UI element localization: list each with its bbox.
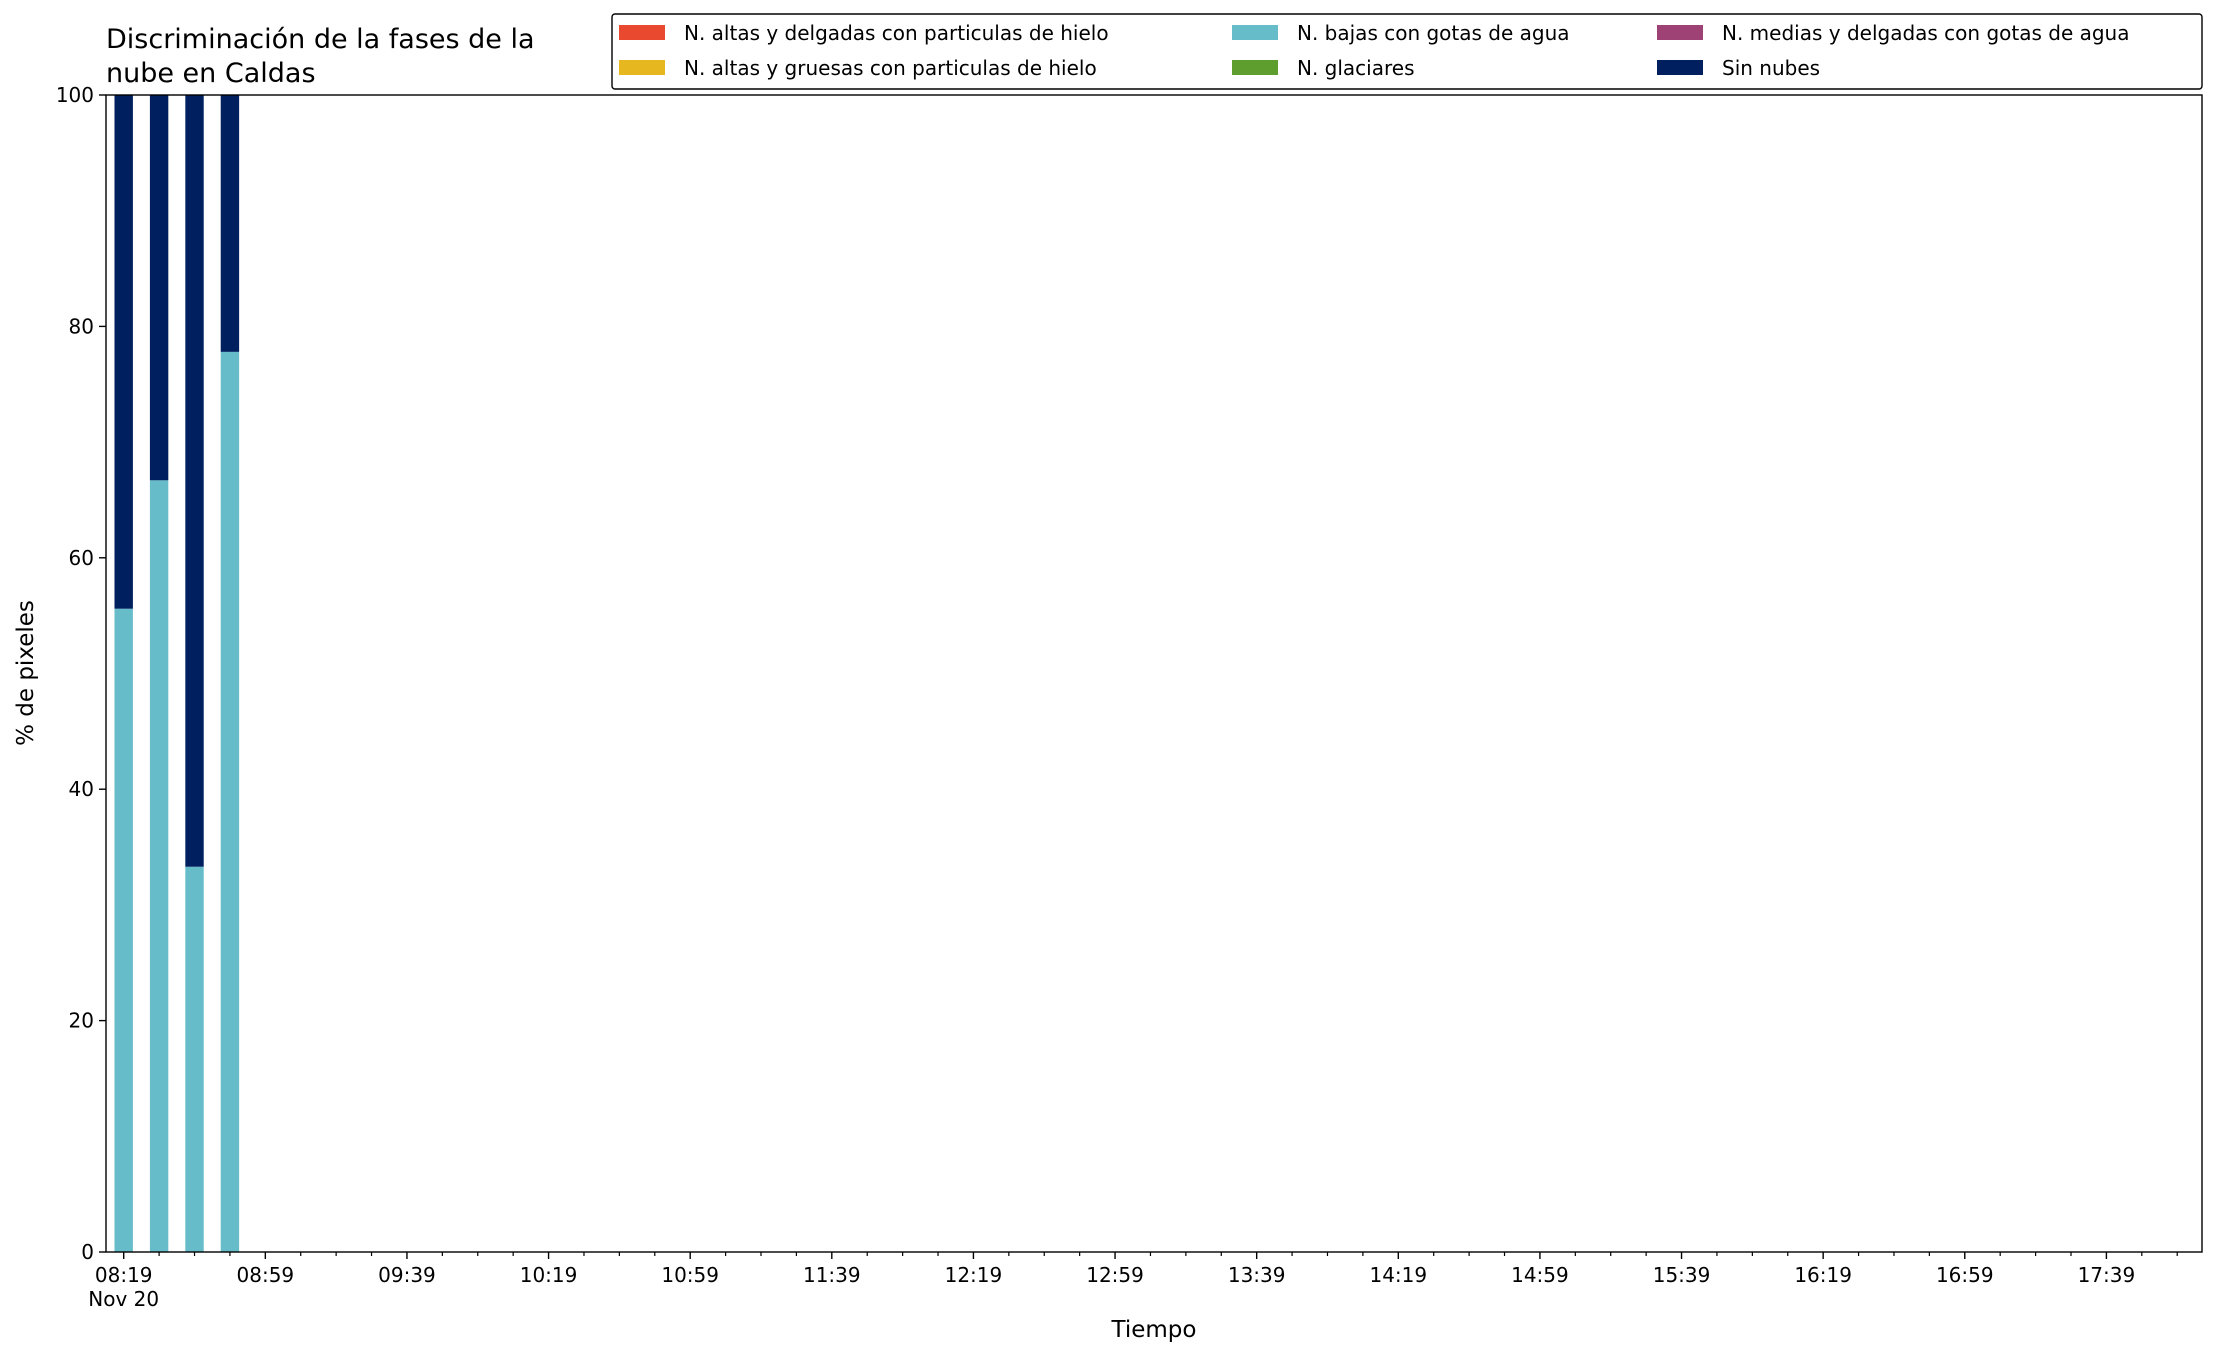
- x-tick-label: 12:19: [945, 1263, 1003, 1287]
- x-tick-label: 08:59: [237, 1263, 295, 1287]
- chart-title: Discriminación de la fases de la: [106, 24, 535, 55]
- y-tick-label: 40: [69, 777, 94, 801]
- legend-swatch: [1232, 25, 1278, 40]
- legend-label: N. altas y gruesas con particulas de hie…: [684, 56, 1097, 80]
- x-tick-label: 14:59: [1511, 1263, 1569, 1287]
- bar-segment: [185, 866, 204, 1252]
- x-tick-label: 12:59: [1086, 1263, 1144, 1287]
- bar-segment: [220, 95, 240, 352]
- y-axis-label: % de pixeles: [13, 600, 39, 746]
- x-axis-label: Tiempo: [1111, 1317, 1197, 1343]
- x-date-label: Nov 20: [88, 1287, 159, 1311]
- bar-segment: [185, 95, 204, 867]
- legend-swatch: [619, 60, 665, 75]
- bar-segment: [149, 95, 169, 481]
- legend-swatch: [1657, 25, 1703, 40]
- x-tick-label: 15:39: [1653, 1263, 1711, 1287]
- chart-title: nube en Caldas: [106, 58, 316, 89]
- x-tick-label: 16:19: [1794, 1263, 1852, 1287]
- legend-swatch: [1232, 60, 1278, 75]
- legend-swatch: [1657, 60, 1703, 75]
- y-tick-label: 60: [69, 546, 94, 570]
- bar-segment: [149, 480, 169, 1252]
- legend-label: N. bajas con gotas de agua: [1297, 21, 1570, 45]
- x-tick-label: 16:59: [1936, 1263, 1994, 1287]
- x-tick-label: 10:19: [520, 1263, 578, 1287]
- y-tick-label: 100: [56, 83, 94, 107]
- x-tick-label: 09:39: [378, 1263, 436, 1287]
- plot-frame: [105, 94, 2203, 1253]
- legend-label: N. altas y delgadas con particulas de hi…: [684, 21, 1109, 45]
- x-tick-label: 08:19: [95, 1263, 153, 1287]
- legend-box: [611, 13, 2203, 90]
- bar-segment: [220, 351, 240, 1252]
- x-tick-label: 17:39: [2078, 1263, 2136, 1287]
- bar-segment: [114, 608, 133, 1252]
- legend-label: Sin nubes: [1722, 56, 1820, 80]
- legend-label: N. glaciares: [1297, 56, 1415, 80]
- x-tick-label: 11:39: [803, 1263, 861, 1287]
- x-tick-label: 10:59: [661, 1263, 719, 1287]
- legend-swatch: [619, 25, 665, 40]
- y-tick-label: 80: [69, 314, 94, 338]
- bar-segment: [114, 95, 133, 609]
- legend-label: N. medias y delgadas con gotas de agua: [1722, 21, 2130, 45]
- x-tick-label: 13:39: [1228, 1263, 1286, 1287]
- x-tick-label: 14:19: [1369, 1263, 1427, 1287]
- y-tick-label: 0: [81, 1240, 94, 1264]
- y-tick-label: 20: [69, 1009, 94, 1033]
